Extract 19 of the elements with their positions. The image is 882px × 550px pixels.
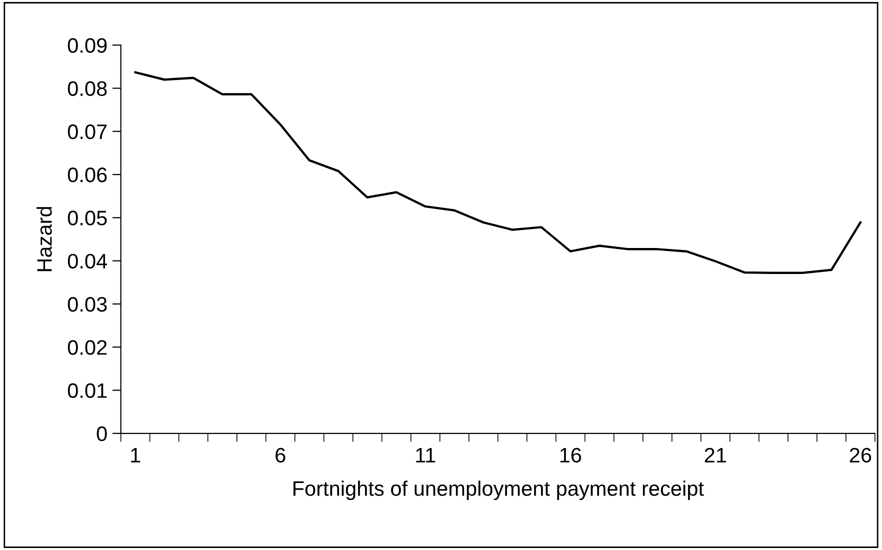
y-tick-label: 0.02 bbox=[68, 340, 107, 355]
x-tick-label: 16 bbox=[560, 448, 582, 463]
y-tick-label: 0.09 bbox=[68, 38, 107, 53]
y-tick-label: 0.05 bbox=[68, 210, 107, 226]
y-axis-title: Hazard bbox=[36, 207, 52, 272]
y-tick-label: 0.03 bbox=[68, 296, 107, 312]
x-tick-label: 21 bbox=[704, 448, 726, 462]
y-tick-label: 0.04 bbox=[68, 254, 108, 269]
y-tick-label: 0.07 bbox=[68, 124, 107, 140]
y-tick-label: 0.01 bbox=[68, 383, 107, 398]
y-tick-label: 0 bbox=[96, 426, 107, 442]
x-tick-label: 6 bbox=[276, 448, 286, 463]
x-tick-label: 11 bbox=[416, 448, 436, 462]
x-tick-label: 26 bbox=[850, 448, 872, 463]
line-series bbox=[134, 71, 862, 274]
x-axis-title: Fortnights of unemployment payment receipt bbox=[293, 480, 704, 500]
x-tick-label: 1 bbox=[131, 448, 140, 462]
y-tick-label: 0.06 bbox=[68, 168, 107, 182]
y-tick-label: 0.08 bbox=[68, 81, 107, 96]
